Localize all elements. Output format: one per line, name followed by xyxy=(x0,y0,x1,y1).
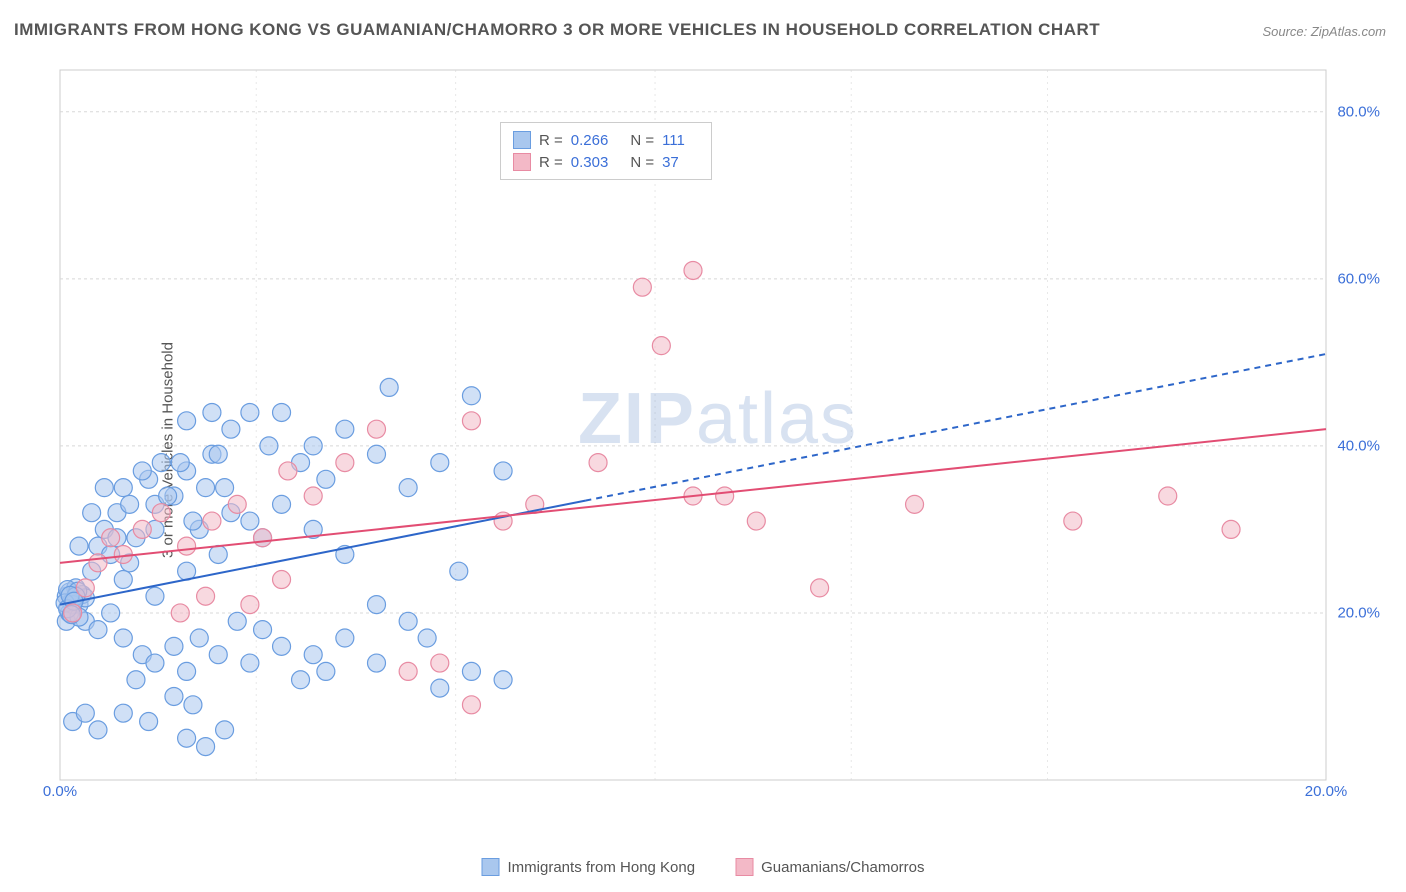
correlation-legend: R = 0.266 N = 111 R = 0.303 N = 37 xyxy=(500,122,712,180)
legend-n-value: 37 xyxy=(662,154,679,171)
legend-row: R = 0.303 N = 37 xyxy=(513,151,699,173)
legend-swatch xyxy=(513,153,531,171)
y-tick-label: 60.0% xyxy=(1337,270,1380,287)
series-legend-item: Immigrants from Hong Kong xyxy=(482,858,696,876)
y-tick-label: 40.0% xyxy=(1337,437,1380,454)
y-tick-label: 20.0% xyxy=(1337,604,1380,621)
legend-n-value: 111 xyxy=(662,132,685,149)
legend-r-value: 0.266 xyxy=(571,132,609,149)
legend-n-label: N = xyxy=(630,132,654,149)
chart-title: IMMIGRANTS FROM HONG KONG VS GUAMANIAN/C… xyxy=(14,20,1100,40)
series-legend: Immigrants from Hong Kong Guamanians/Cham… xyxy=(482,858,925,876)
series-legend-label: Immigrants from Hong Kong xyxy=(508,859,696,876)
chart-area: 3 or more Vehicles in Household ZIPatlas… xyxy=(50,60,1386,840)
scatter-plot xyxy=(50,60,1386,840)
x-tick-label: 0.0% xyxy=(43,783,77,800)
legend-swatch xyxy=(482,858,500,876)
legend-swatch xyxy=(513,131,531,149)
x-tick-label: 20.0% xyxy=(1305,783,1348,800)
legend-r-label: R = xyxy=(539,154,563,171)
legend-r-label: R = xyxy=(539,132,563,149)
legend-row: R = 0.266 N = 111 xyxy=(513,129,699,151)
series-legend-label: Guamanians/Chamorros xyxy=(761,859,924,876)
legend-swatch xyxy=(735,858,753,876)
legend-n-label: N = xyxy=(630,154,654,171)
y-tick-label: 80.0% xyxy=(1337,103,1380,120)
series-legend-item: Guamanians/Chamorros xyxy=(735,858,924,876)
legend-r-value: 0.303 xyxy=(571,154,609,171)
source-attribution: Source: ZipAtlas.com xyxy=(1262,24,1386,39)
